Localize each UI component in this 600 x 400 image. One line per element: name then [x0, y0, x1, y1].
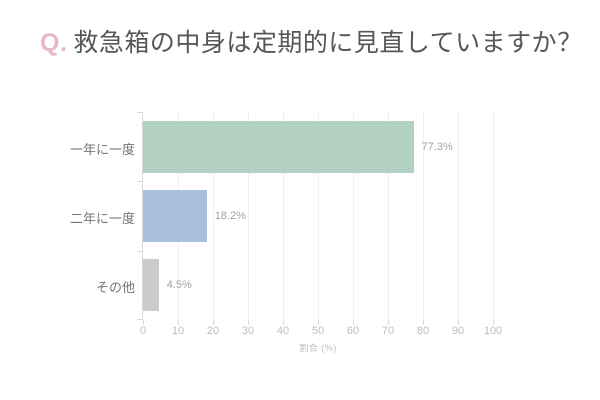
grid-line-70 — [387, 112, 389, 320]
y-axis-tick-0 — [137, 112, 142, 113]
x-tick-80 — [422, 320, 424, 325]
value-label-1: 77.3% — [421, 140, 453, 153]
grid-line-60 — [352, 112, 354, 320]
bar-1 — [143, 120, 414, 173]
grid-line-20 — [212, 112, 214, 320]
bar-2 — [143, 190, 207, 242]
bar-3 — [143, 259, 159, 312]
category-label-1: 一年に一度 — [69, 141, 135, 157]
y-axis-tick-1 — [137, 181, 142, 182]
grid-line-100 — [492, 112, 494, 320]
x-tick-label-60: 60 — [346, 325, 360, 337]
category-label-3: その他 — [95, 280, 135, 296]
x-axis-title: 割合 (%) — [299, 343, 337, 353]
grid-line-40 — [282, 112, 284, 320]
y-axis-tick-2 — [137, 251, 142, 252]
bar-chart-plot-area: 割合 (%) 0 10 20 30 40 50 60 70 80 90 100 一年に一度 77.3% 二… — [70, 112, 502, 353]
x-tick-label-80: 80 — [416, 325, 430, 337]
x-tick-label-20: 20 — [206, 325, 220, 337]
x-tick-70 — [387, 320, 389, 325]
category-label-2: 二年に一度 — [69, 211, 135, 226]
y-axis-tick-3 — [137, 319, 142, 320]
x-tick-40 — [282, 320, 284, 325]
grid-line-50 — [317, 112, 319, 320]
x-tick-50 — [317, 320, 319, 325]
x-tick-label-30: 30 — [241, 325, 255, 337]
value-label-2: 18.2% — [214, 210, 246, 222]
x-tick-label-50: 50 — [311, 325, 325, 337]
x-tick-10 — [177, 320, 179, 325]
question-prefix: Q. — [40, 29, 68, 57]
x-tick-20 — [212, 320, 214, 325]
x-tick-0 — [142, 320, 144, 325]
x-tick-label-70: 70 — [381, 325, 395, 337]
chart-question-title: Q. 救急箱の中身は定期的に見直していますか？ — [40, 26, 583, 60]
x-tick-60 — [352, 320, 354, 325]
x-tick-30 — [247, 320, 249, 325]
x-tick-100 — [492, 320, 494, 325]
value-label-3: 4.5% — [166, 279, 192, 292]
grid-line-80 — [422, 112, 424, 320]
x-tick-label-10: 10 — [171, 325, 185, 337]
x-tick-label-40: 40 — [276, 325, 290, 337]
question-text: 救急箱の中身は定期的に見直していますか？ — [73, 29, 583, 57]
y-axis-line — [142, 112, 143, 320]
x-tick-90 — [457, 320, 459, 325]
x-tick-label-90: 90 — [451, 325, 465, 337]
grid-line-90 — [457, 112, 459, 320]
x-tick-label-0: 0 — [139, 325, 147, 337]
grid-line-30 — [247, 112, 249, 320]
x-tick-label-100: 100 — [483, 325, 503, 337]
